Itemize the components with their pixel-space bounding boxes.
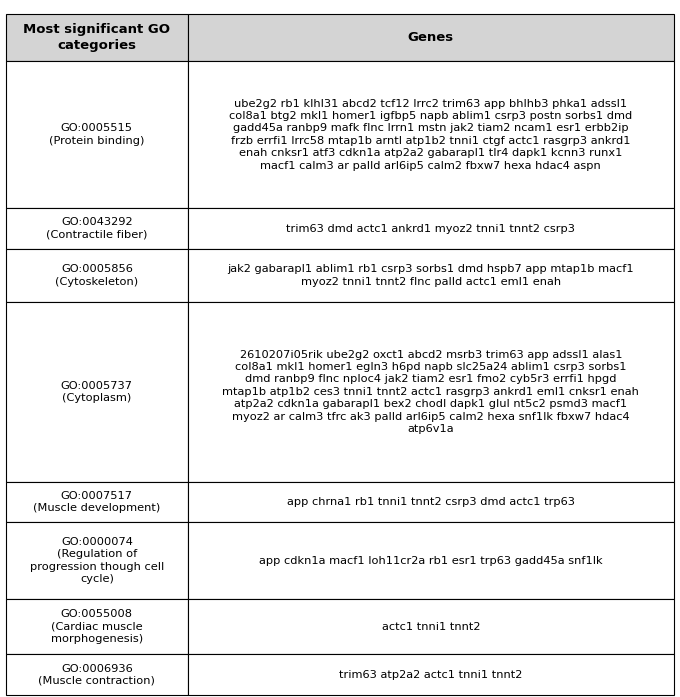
Bar [188,249,674,302]
Text: trim63 dmd actc1 ankrd1 myoz2 tnni1 tnnt2 csrp3: trim63 dmd actc1 ankrd1 myoz2 tnni1 tnnt… [286,224,575,233]
Bar [6,654,188,695]
Bar [188,599,674,654]
Bar [188,522,674,599]
Bar [188,208,674,249]
Text: GO:0007517
(Muscle development): GO:0007517 (Muscle development) [33,491,160,513]
Text: actc1 tnni1 tnnt2: actc1 tnni1 tnnt2 [381,622,480,631]
Bar [188,482,674,522]
Bar [6,482,188,522]
Bar [6,302,188,482]
Bar [188,14,674,61]
Bar [6,61,188,208]
Text: app cdkn1a macf1 loh11cr2a rb1 esr1 trp63 gadd45a snf1lk: app cdkn1a macf1 loh11cr2a rb1 esr1 trp6… [259,556,602,565]
Text: GO:0005856
(Cytoskeleton): GO:0005856 (Cytoskeleton) [55,264,139,286]
Text: GO:0055008
(Cardiac muscle
morphogenesis): GO:0055008 (Cardiac muscle morphogenesis… [51,609,143,644]
Text: ube2g2 rb1 klhl31 abcd2 tcf12 lrrc2 trim63 app bhlhb3 phka1 adssl1
col8a1 btg2 m: ube2g2 rb1 klhl31 abcd2 tcf12 lrrc2 trim… [229,98,632,171]
Bar [6,208,188,249]
Text: app chrna1 rb1 tnni1 tnnt2 csrp3 dmd actc1 trp63: app chrna1 rb1 tnni1 tnnt2 csrp3 dmd act… [287,497,575,507]
Bar [6,14,188,61]
Text: GO:0000074
(Regulation of
progression though cell
cycle): GO:0000074 (Regulation of progression th… [30,537,164,584]
Text: Genes: Genes [408,31,454,44]
Text: trim63 atp2a2 actc1 tnni1 tnnt2: trim63 atp2a2 actc1 tnni1 tnnt2 [339,670,522,680]
Text: 2610207i05rik ube2g2 oxct1 abcd2 msrb3 trim63 app adssl1 alas1
col8a1 mkl1 homer: 2610207i05rik ube2g2 oxct1 abcd2 msrb3 t… [222,350,639,434]
Text: GO:0005515
(Protein binding): GO:0005515 (Protein binding) [49,123,145,146]
Bar [188,302,674,482]
Text: jak2 gabarapl1 ablim1 rb1 csrp3 sorbs1 dmd hspb7 app mtap1b macf1
myoz2 tnni1 tn: jak2 gabarapl1 ablim1 rb1 csrp3 sorbs1 d… [228,264,634,286]
Text: GO:0005737
(Cytoplasm): GO:0005737 (Cytoplasm) [61,381,133,403]
Text: Most significant GO
categories: Most significant GO categories [23,23,171,52]
Bar [188,61,674,208]
Bar [6,599,188,654]
Text: GO:0043292
(Contractile fiber): GO:0043292 (Contractile fiber) [46,217,148,240]
Bar [6,249,188,302]
Text: GO:0006936
(Muscle contraction): GO:0006936 (Muscle contraction) [38,664,155,686]
Bar [188,654,674,695]
Bar [6,522,188,599]
